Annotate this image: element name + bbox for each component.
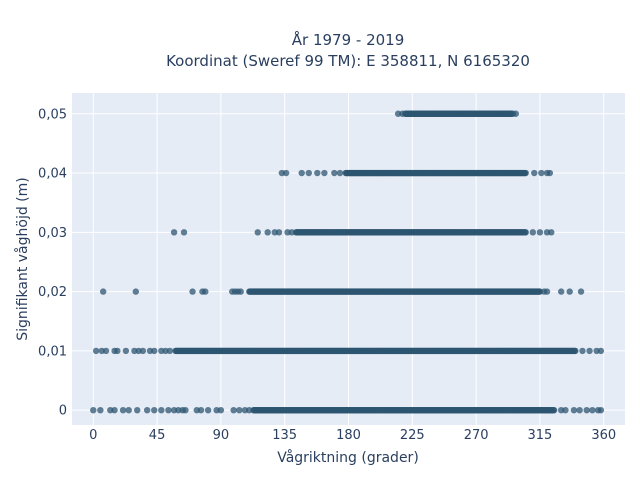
data-point — [576, 407, 582, 413]
data-point — [144, 407, 150, 413]
y-axis-label: Signifikant våghöjd (m) — [14, 177, 31, 340]
chart-root: 0 45 90 135 180 225 270 315 360 0 0,01 0,02 0,03 0,04… — [0, 0, 640, 480]
data-point — [126, 407, 132, 413]
data-point — [551, 407, 557, 413]
data-point — [399, 111, 405, 117]
data-point — [598, 348, 604, 354]
data-point — [306, 170, 312, 176]
data-point — [255, 229, 261, 235]
x-tick-label: 270 — [464, 428, 489, 443]
data-point — [133, 288, 139, 294]
data-point — [547, 170, 553, 176]
data-point — [97, 407, 103, 413]
x-axis-label: Vågriktning (grader) — [277, 449, 419, 466]
data-point — [111, 407, 117, 413]
data-point — [567, 288, 573, 294]
data-point — [589, 407, 595, 413]
data-point — [100, 288, 106, 294]
x-tick-label: 0 — [89, 428, 97, 443]
x-tick-label: 225 — [400, 428, 425, 443]
data-point — [167, 348, 173, 354]
y-tick-label: 0 — [59, 404, 67, 419]
data-point — [158, 407, 164, 413]
data-point — [114, 348, 120, 354]
data-point — [238, 288, 244, 294]
data-point — [283, 170, 289, 176]
x-tick-label: 360 — [591, 428, 616, 443]
scatter-chart: 0 45 90 135 180 225 270 315 360 0 0,01 0,02 0,03 0,04… — [0, 0, 640, 480]
data-point — [299, 170, 305, 176]
data-point — [264, 229, 270, 235]
data-point — [140, 348, 146, 354]
y-tick-label: 0,02 — [38, 285, 67, 300]
data-point — [123, 348, 129, 354]
y-tick-label: 0,05 — [38, 107, 67, 122]
data-point — [544, 288, 550, 294]
data-point — [276, 229, 282, 235]
data-point — [578, 288, 584, 294]
data-point — [572, 348, 578, 354]
data-point — [134, 407, 140, 413]
data-point — [584, 407, 590, 413]
data-point — [337, 170, 343, 176]
data-point — [171, 229, 177, 235]
data-point — [331, 170, 337, 176]
y-tick-label: 0,01 — [38, 344, 67, 359]
data-point — [513, 111, 519, 117]
data-point — [151, 348, 157, 354]
data-point — [314, 170, 320, 176]
data-point — [562, 407, 568, 413]
data-point — [182, 407, 188, 413]
chart-title-line1: År 1979 - 2019 — [292, 30, 405, 49]
data-point — [321, 170, 327, 176]
data-point — [230, 407, 236, 413]
data-point — [548, 229, 554, 235]
y-tick-label: 0,03 — [38, 226, 67, 241]
data-point — [120, 407, 126, 413]
data-point — [531, 170, 537, 176]
y-tick-label: 0,04 — [38, 167, 67, 182]
data-point — [93, 348, 99, 354]
data-point — [103, 348, 109, 354]
x-tick-label: 135 — [272, 428, 297, 443]
data-point — [181, 229, 187, 235]
data-point — [202, 288, 208, 294]
data-point — [189, 288, 195, 294]
data-point — [523, 170, 529, 176]
data-point — [90, 407, 96, 413]
data-point — [218, 407, 224, 413]
data-point — [165, 407, 171, 413]
data-point — [586, 348, 592, 354]
chart-title-line2: Koordinat (Sweref 99 TM): E 358811, N 61… — [166, 52, 530, 70]
data-point — [289, 229, 295, 235]
data-point — [558, 288, 564, 294]
data-point — [523, 229, 529, 235]
x-tick-label: 315 — [528, 428, 553, 443]
data-point — [537, 229, 543, 235]
data-point — [246, 407, 252, 413]
data-point — [236, 407, 242, 413]
x-tick-label: 45 — [149, 428, 166, 443]
data-point — [538, 170, 544, 176]
data-point — [530, 229, 536, 235]
data-point — [205, 407, 211, 413]
data-point — [198, 407, 204, 413]
data-point — [151, 407, 157, 413]
data-point — [598, 407, 604, 413]
data-point — [571, 407, 577, 413]
data-point — [579, 348, 585, 354]
x-tick-label: 90 — [213, 428, 230, 443]
x-tick-label: 180 — [336, 428, 361, 443]
